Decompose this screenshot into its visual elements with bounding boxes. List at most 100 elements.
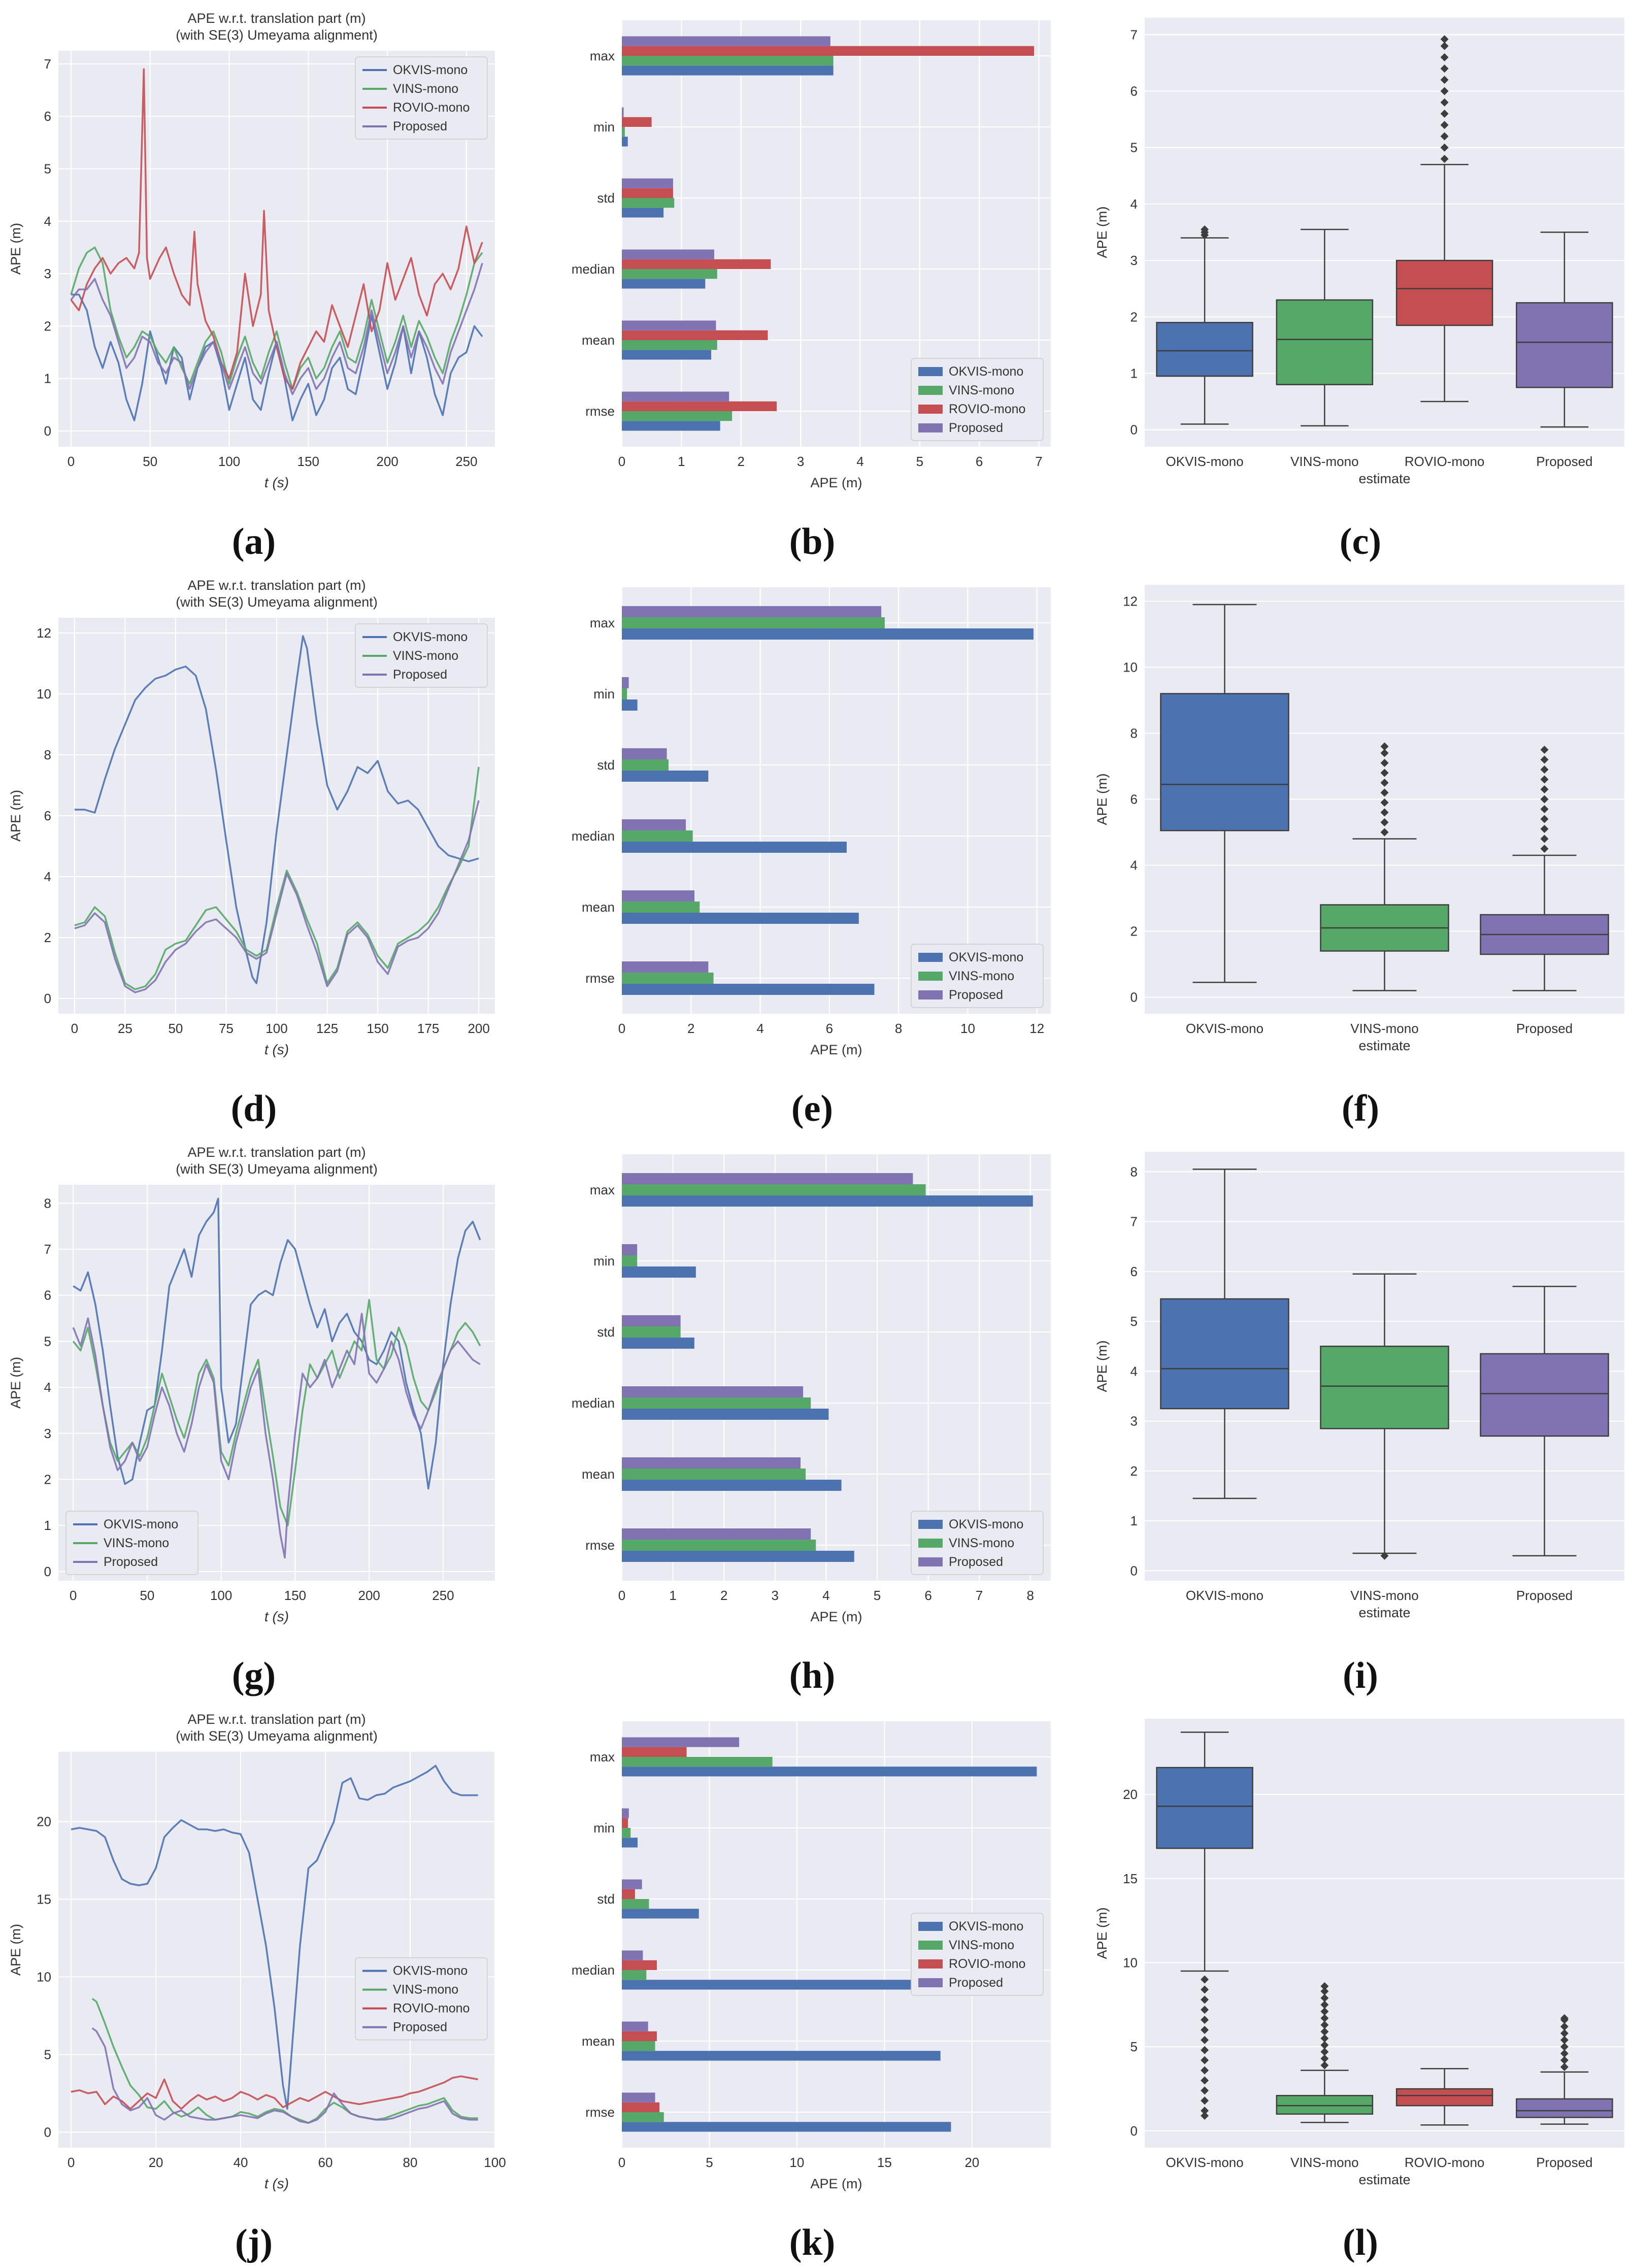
y-tick-label: std — [597, 1891, 615, 1907]
bar-rovio-max — [622, 46, 1035, 56]
y-tick-label: std — [597, 757, 615, 773]
bar-vins-max — [622, 617, 885, 628]
flier-vins — [1320, 2061, 1329, 2070]
legend-swatch-proposed — [918, 1978, 943, 1987]
x-tick-label: 3 — [797, 454, 804, 469]
bar-proposed-max — [622, 606, 882, 617]
x-tick-label: 6 — [976, 454, 983, 469]
legend-label-vins: VINS-mono — [949, 383, 1014, 397]
flier-proposed — [1540, 755, 1549, 764]
legend-label-proposed: Proposed — [949, 421, 1003, 435]
x-tick-label: 6 — [826, 1021, 833, 1036]
bar-chart-h: 0 1 2 3 4 5 6 7 8 max min std median mean rmse APE (m) O… — [543, 1134, 1066, 1642]
legend-label-okvis: OKVIS-mono — [104, 1517, 178, 1531]
flier-vins — [1380, 742, 1389, 751]
y-tick-label: 12 — [37, 625, 51, 641]
bar-vins-std — [622, 1899, 649, 1909]
y-tick-label: min — [593, 1820, 615, 1836]
bar-okvis-median — [622, 1980, 960, 1990]
flier-okvis — [1201, 1985, 1209, 1994]
y-tick-label: 4 — [1130, 1363, 1138, 1379]
legend-box — [355, 623, 488, 688]
x-tick-label: OKVIS-mono — [1186, 1588, 1263, 1603]
y-tick-label: 2 — [1130, 924, 1138, 939]
x-axis-label: APE (m) — [810, 2176, 862, 2191]
legend-label-proposed: Proposed — [949, 1555, 1003, 1569]
bar-okvis-rmse — [622, 1551, 854, 1562]
legend-label-rovio: ROVIO-mono — [949, 402, 1025, 416]
y-axis-label: APE (m) — [8, 1924, 23, 1976]
x-tick-label: 4 — [756, 1021, 763, 1036]
bar-okvis-max — [622, 65, 834, 76]
line-chart-j: 0 20 40 60 80 100 0 5 10 15 20 APE w.r.t. translati… — [0, 1701, 508, 2209]
x-tick-label: 1 — [678, 454, 685, 469]
box-okvis — [1160, 1298, 1289, 1410]
legend-swatch-okvis — [918, 367, 943, 376]
x-tick-label: 60 — [318, 2155, 333, 2170]
flier-proposed — [1540, 815, 1549, 823]
bar-proposed-median — [622, 819, 686, 830]
y-tick-label: std — [597, 1324, 615, 1340]
x-tick-label: 4 — [822, 1588, 829, 1603]
bar-chart-e: 0 2 4 6 8 10 12 max min std median mean rmse APE (m) O… — [543, 567, 1066, 1075]
bar-proposed-std — [622, 1315, 681, 1326]
bar-rovio-std — [622, 1889, 635, 1899]
x-tick-label: 50 — [168, 1021, 183, 1036]
y-tick-label: 10 — [37, 686, 51, 702]
sublabel-j: (j) — [235, 2222, 273, 2263]
flier-proposed — [1560, 2056, 1569, 2064]
y-tick-label: 2 — [44, 318, 51, 333]
bar-rovio-median — [622, 1960, 657, 1970]
flier-proposed — [1540, 845, 1549, 853]
chart-subtitle: (with SE(3) Umeyama alignment) — [176, 1161, 378, 1177]
x-axis-label: estimate — [1358, 1038, 1410, 1053]
y-tick-label: 6 — [44, 1288, 51, 1303]
y-tick-label: 1 — [44, 1518, 51, 1533]
legend-label-vins: VINS-mono — [949, 1938, 1014, 1952]
bar-proposed-rmse — [622, 961, 709, 973]
bar-okvis-std — [622, 1338, 694, 1349]
legend-label-vins: VINS-mono — [393, 649, 458, 663]
line-chart-g: 0 50 100 150 200 250 0 1 2 3 4 5 6 7 8 APE w.r.t. trans… — [0, 1134, 508, 1642]
x-tick-label: OKVIS-mono — [1186, 1021, 1263, 1036]
sublabel-g: (g) — [231, 1655, 276, 1696]
legend-label-proposed: Proposed — [393, 119, 447, 134]
y-tick-label: 0 — [1130, 422, 1138, 438]
x-tick-label: 0 — [618, 2155, 625, 2170]
legend-label-rovio: ROVIO-mono — [393, 101, 470, 115]
x-tick-label: 150 — [367, 1021, 388, 1036]
bar-proposed-median — [622, 1950, 643, 1960]
flier-proposed — [1540, 835, 1549, 843]
x-tick-label: 200 — [358, 1588, 380, 1603]
bar-vins-std — [622, 1326, 681, 1338]
bar-chart-k: 0 5 10 15 20 max min std median mean rmse APE (m) OK… — [543, 1701, 1066, 2209]
bar-okvis-mean — [622, 2051, 941, 2061]
legend-swatch-proposed — [918, 990, 943, 999]
line-chart-a: 0 50 100 150 200 250 0 1 2 3 4 5 6 7 APE w.r.t. transl… — [0, 0, 508, 508]
y-tick-label: rmse — [585, 971, 615, 986]
flier-rovio — [1440, 98, 1449, 107]
flier-okvis — [1201, 2096, 1209, 2105]
y-tick-label: 6 — [1130, 1264, 1138, 1279]
x-tick-label: 12 — [1029, 1021, 1044, 1036]
bar-rovio-median — [622, 259, 771, 269]
y-tick-label: 0 — [1130, 990, 1138, 1005]
line-chart-d: 0 25 50 75 100 125 150 175 200 0 2 4 6 8 10 12 APE w.r.t… — [0, 567, 508, 1075]
chart-title: APE w.r.t. translation part (m) — [187, 1712, 365, 1727]
x-tick-label: 150 — [284, 1588, 306, 1603]
x-tick-label: 100 — [265, 1021, 287, 1036]
bar-okvis-min — [622, 137, 628, 147]
x-tick-label: 200 — [376, 454, 398, 469]
flier-rovio — [1440, 35, 1449, 44]
box-proposed — [1480, 1353, 1609, 1437]
flier-okvis — [1201, 1975, 1209, 1984]
y-tick-label: max — [590, 48, 615, 63]
legend-box — [65, 1511, 198, 1575]
flier-proposed — [1540, 805, 1549, 813]
legend-label-okvis: OKVIS-mono — [393, 1964, 468, 1978]
y-tick-label: 5 — [44, 1333, 51, 1349]
x-tick-label: Proposed — [1516, 1588, 1573, 1603]
box-okvis — [1156, 322, 1253, 377]
flier-okvis — [1201, 2107, 1209, 2115]
x-tick-label: ROVIO-mono — [1405, 454, 1485, 469]
